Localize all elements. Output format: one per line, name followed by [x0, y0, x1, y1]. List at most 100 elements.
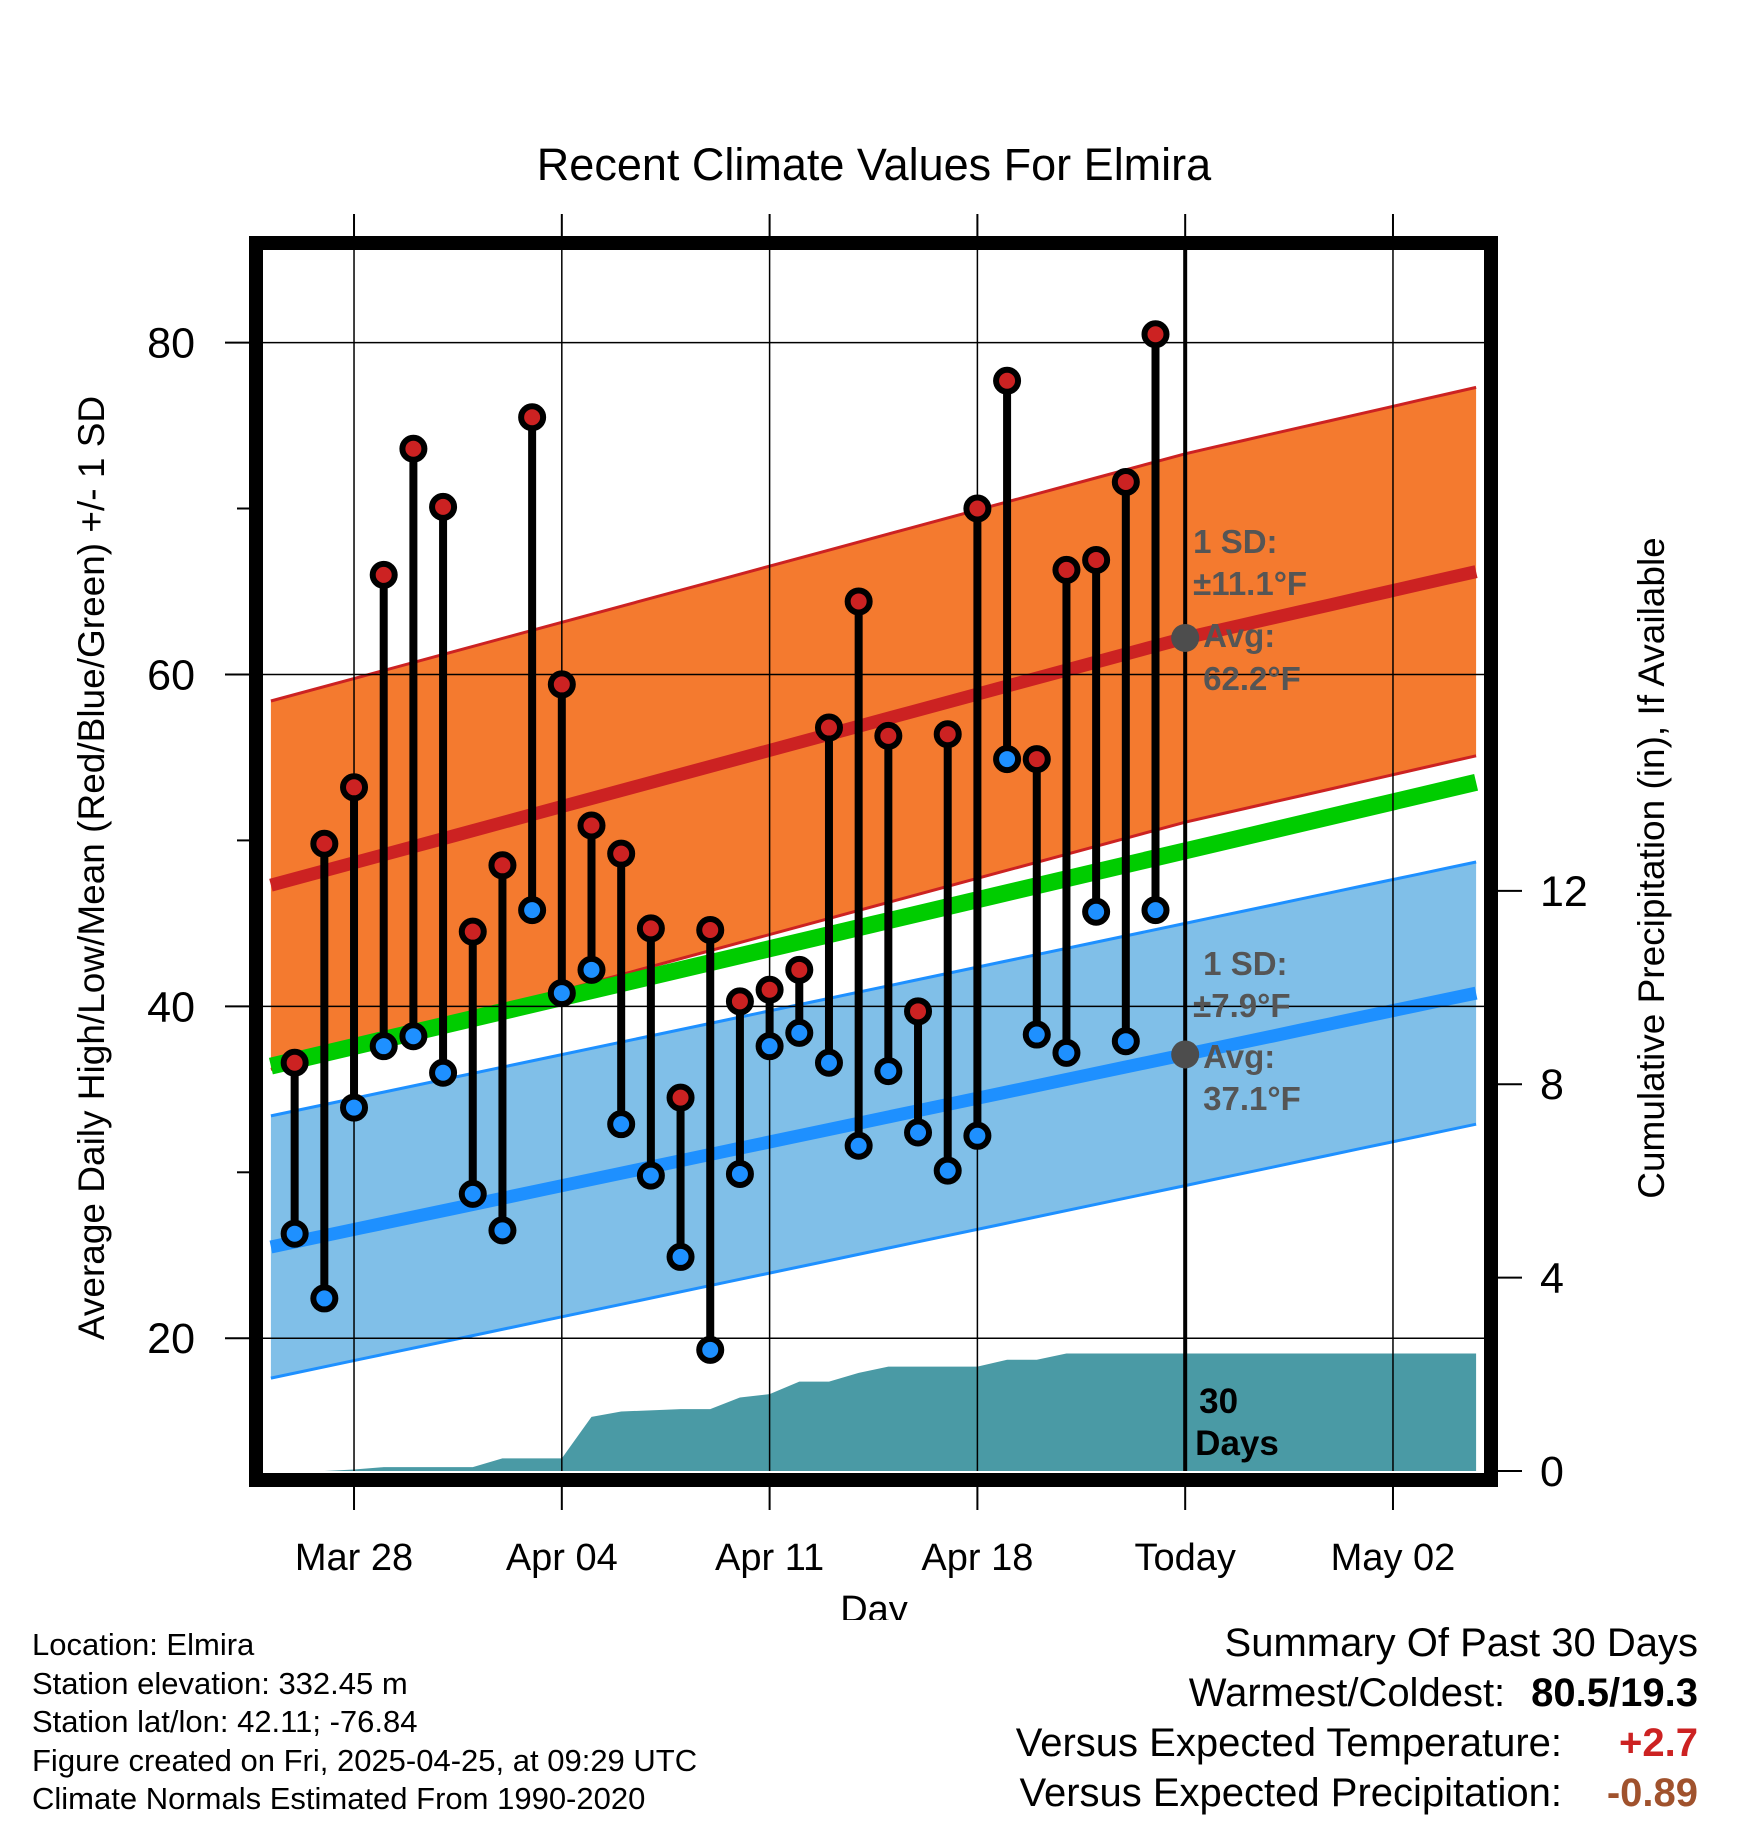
- day-high-point: [785, 955, 814, 984]
- day-high-point: [458, 917, 487, 946]
- y2-tick-label: 0: [1540, 1448, 1564, 1496]
- day-high-point: [874, 721, 903, 750]
- day-low-point: [963, 1121, 992, 1150]
- day-high-point: [369, 560, 398, 589]
- day-high-point: [1111, 467, 1140, 496]
- day-high-point: [1022, 745, 1051, 774]
- low-sd-value: ±7.9°F: [1193, 987, 1290, 1024]
- day-high-point: [933, 720, 962, 749]
- day-low-point: [1111, 1027, 1140, 1056]
- day-low-point: [310, 1284, 339, 1313]
- y-tick-label: 80: [147, 320, 195, 368]
- day-high-point: [725, 987, 754, 1016]
- latlon-text: Station lat/lon: 42.11; -76.84: [32, 1704, 418, 1739]
- summary-temp-row: Versus Expected Temperature: +2.7: [1016, 1718, 1698, 1768]
- y2-tick-label: 8: [1540, 1061, 1564, 1109]
- day-low-point: [785, 1018, 814, 1047]
- precip-label: Versus Expected Precipitation:: [1019, 1771, 1562, 1815]
- day-high-point: [518, 403, 547, 432]
- day-low-point: [340, 1093, 369, 1122]
- plot-frame: [249, 236, 1498, 1487]
- x-tick-label: Apr 11: [715, 1537, 824, 1579]
- day-high-point: [399, 434, 428, 463]
- day-low-point: [933, 1156, 962, 1185]
- day-high-point: [340, 773, 369, 802]
- x-tick-label: Mar 28: [295, 1537, 413, 1579]
- day-low-point: [488, 1216, 517, 1245]
- temp-value: +2.7: [1619, 1721, 1698, 1765]
- day-low-point: [280, 1219, 309, 1248]
- created-text: Figure created on Fri, 2025-04-25, at 09…: [32, 1742, 698, 1778]
- high-sd-label: 1 SD:: [1193, 523, 1277, 560]
- day-high-point: [993, 366, 1022, 395]
- warm-label: Warmest/Coldest:: [1188, 1671, 1506, 1715]
- day-low-point: [607, 1110, 636, 1139]
- day-low-point: [666, 1242, 695, 1271]
- y-tick-label: 20: [147, 1315, 195, 1363]
- precip-area: [265, 1353, 1477, 1471]
- today-high-avg-marker: [1171, 623, 1200, 652]
- low-avg-label: Avg:: [1203, 1038, 1275, 1075]
- x-tick-label: Today: [1134, 1537, 1235, 1579]
- day-low-point: [904, 1118, 933, 1147]
- day-high-point: [429, 492, 458, 521]
- normals-text: Climate Normals Estimated From 1990-2020: [32, 1781, 646, 1816]
- day-high-point: [904, 997, 933, 1026]
- summary-warm-row: Warmest/Coldest: 80.5/19.3: [1016, 1668, 1698, 1718]
- day-high-point: [310, 829, 339, 858]
- day-high-point: [963, 494, 992, 523]
- x-tick-label: Apr 18: [921, 1537, 1033, 1579]
- day-low-point: [399, 1022, 428, 1051]
- y-axis-label: Average Daily High/Low/Mean (Red/Blue/Gr…: [71, 396, 112, 1340]
- x-axis-label: Day: [840, 1589, 908, 1620]
- day-high-point: [636, 914, 665, 943]
- summary-panel: Summary Of Past 30 Days Warmest/Coldest:…: [1016, 1618, 1698, 1818]
- location-text: Location: Elmira: [32, 1627, 255, 1662]
- low-sd-label: 1 SD:: [1203, 945, 1287, 982]
- y2-axis-label: Cumulative Precipitation (in), If Availa…: [1631, 537, 1672, 1199]
- low-avg-value: 37.1°F: [1203, 1080, 1301, 1117]
- y-tick-label: 60: [147, 651, 195, 699]
- day-low-point: [547, 979, 576, 1008]
- day-low-point: [725, 1159, 754, 1188]
- day-low-point: [577, 955, 606, 984]
- day-low-point: [1052, 1038, 1081, 1067]
- day-low-point: [1141, 896, 1170, 925]
- summary-precip-row: Versus Expected Precipitation: -0.89: [1016, 1768, 1698, 1818]
- day-low-point: [1082, 897, 1111, 926]
- high-sd-value: ±11.1°F: [1193, 565, 1307, 602]
- day-high-point: [814, 713, 843, 742]
- day-low-point: [814, 1048, 843, 1077]
- day-low-point: [636, 1161, 665, 1190]
- precip-value: -0.89: [1606, 1771, 1698, 1815]
- day-high-point: [547, 670, 576, 699]
- day-high-point: [607, 839, 636, 868]
- y2-tick-label: 12: [1540, 868, 1588, 916]
- today-low-avg-marker: [1171, 1040, 1200, 1069]
- chart-title: Recent Climate Values For Elmira: [537, 139, 1212, 190]
- day-high-point: [1141, 320, 1170, 349]
- day-high-point: [696, 916, 725, 945]
- day-low-point: [874, 1057, 903, 1086]
- high-avg-value: 62.2°F: [1203, 660, 1301, 697]
- warm-value: 80.5/19.3: [1531, 1671, 1698, 1715]
- x-tick-label: May 02: [1331, 1537, 1456, 1579]
- elevation-text: Station elevation: 332.45 m: [32, 1665, 408, 1701]
- temp-label: Versus Expected Temperature:: [1015, 1721, 1562, 1765]
- day-low-point: [429, 1058, 458, 1087]
- day-high-point: [1052, 555, 1081, 584]
- day-low-point: [755, 1032, 784, 1061]
- high-avg-label: Avg:: [1203, 617, 1275, 654]
- y2-tick-label: 4: [1540, 1255, 1564, 1303]
- plot-area: 1 SD: ±11.1°F Avg: 62.2°F 1 SD: ±7.9°F Avg: 37.…: [262, 243, 1485, 1471]
- x-tick-label: Apr 04: [506, 1537, 618, 1579]
- day-low-point: [1022, 1020, 1051, 1049]
- day-low-point: [369, 1032, 398, 1061]
- window-days-number: 30: [1199, 1382, 1238, 1421]
- summary-title: Summary Of Past 30 Days: [1224, 1621, 1698, 1665]
- day-low-point: [458, 1179, 487, 1208]
- day-high-point: [577, 811, 606, 840]
- day-high-point: [488, 851, 517, 880]
- day-high-point: [666, 1083, 695, 1112]
- y-tick-label: 40: [147, 983, 195, 1031]
